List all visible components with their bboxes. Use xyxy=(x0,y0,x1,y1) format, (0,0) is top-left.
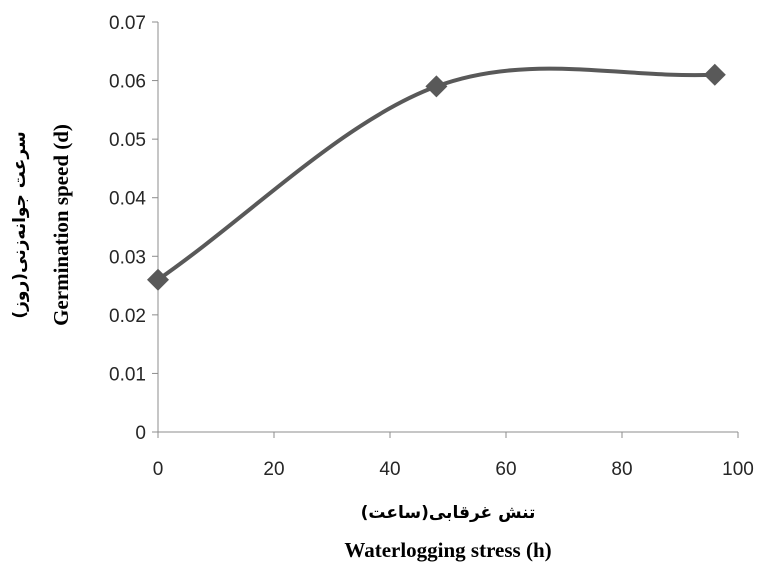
x-axis-title-fa: (ساعت)تنش غرقابی xyxy=(361,503,536,523)
y-tick-label: 0.03 xyxy=(109,247,146,268)
y-tick-label: 0.01 xyxy=(109,364,146,385)
y-tick-label: 0.02 xyxy=(109,306,146,327)
x-tick-label: 100 xyxy=(722,459,754,480)
y-tick-label: 0.06 xyxy=(109,72,146,93)
x-tick-label: 0 xyxy=(153,459,164,480)
x-tick-label: 80 xyxy=(611,459,632,480)
y-tick-label: 0.04 xyxy=(109,189,146,210)
data-point-marker xyxy=(425,75,448,98)
x-ticks: 0 20 40 60 80 100 xyxy=(153,432,754,480)
data-point-marker xyxy=(147,268,169,291)
series-group xyxy=(147,63,726,291)
x-tick-label: 20 xyxy=(263,459,284,480)
y-tick-label: 0 xyxy=(135,423,146,444)
y-ticks: 0 0.01 0.02 0.03 0.04 0.05 0.06 0.07 xyxy=(109,13,158,444)
y-tick-label: 0.07 xyxy=(109,13,146,34)
y-axis-title-fa: (روز)سرعت جوانه‌زنی xyxy=(10,131,30,318)
x-axis-title: Waterlogging stress (h) xyxy=(344,538,551,562)
y-tick-label: 0.05 xyxy=(109,130,146,151)
x-tick-label: 40 xyxy=(379,459,400,480)
x-tick-label: 60 xyxy=(495,459,516,480)
y-axis-title: Germination speed (d) xyxy=(49,124,73,326)
series-line xyxy=(156,66,717,282)
data-point-marker xyxy=(703,63,726,86)
plot-area: 0 0.01 0.02 0.03 0.04 0.05 0.06 0.07 0 20 40 60 80 1… xyxy=(109,13,754,480)
